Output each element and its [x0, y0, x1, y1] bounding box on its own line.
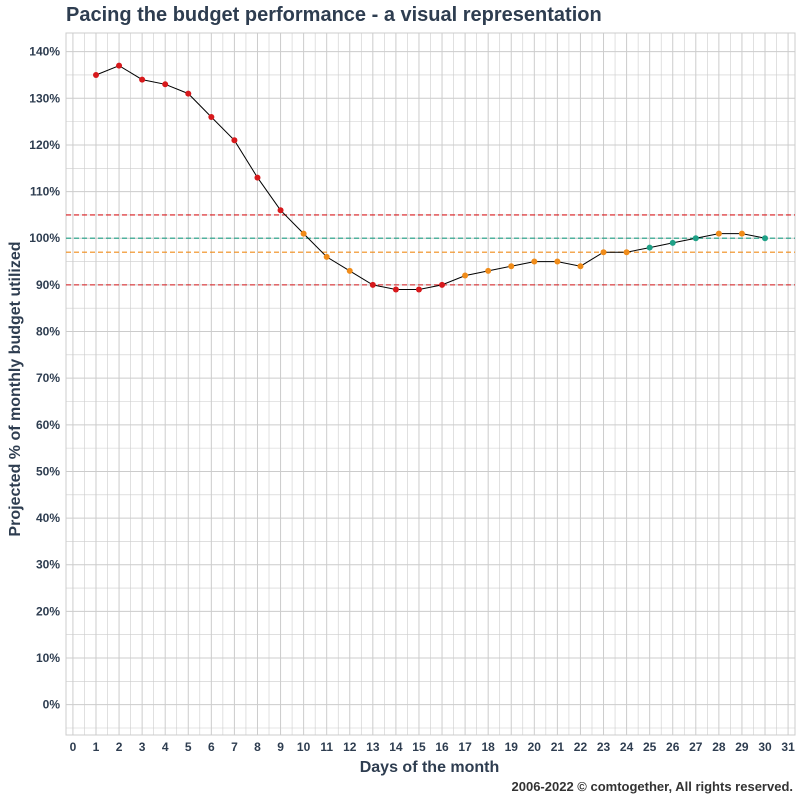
x-tick-label: 23	[597, 740, 611, 754]
x-tick-label: 29	[735, 740, 749, 754]
x-tick-label: 13	[366, 740, 380, 754]
y-tick-label: 30%	[36, 558, 60, 572]
data-point	[369, 281, 376, 288]
data-point	[715, 230, 722, 237]
grid-lines	[65, 32, 796, 736]
x-tick-label: 11	[320, 740, 333, 754]
x-tick-label: 22	[574, 740, 588, 754]
y-axis-ticks: 0% 10% 20% 30% 40% 50% 60% 70% 80% 90% 100% 110% 120…	[29, 45, 60, 712]
data-point	[392, 286, 399, 293]
data-point	[254, 174, 261, 181]
data-point	[208, 113, 215, 120]
x-tick-label: 7	[231, 740, 238, 754]
data-point	[185, 90, 192, 97]
data-point	[346, 267, 353, 274]
y-tick-label: 60%	[36, 418, 60, 432]
data-point	[554, 258, 561, 265]
data-point	[92, 71, 99, 78]
y-axis-title: Projected % of monthly budget utilized	[7, 241, 24, 536]
data-point	[646, 244, 653, 251]
x-tick-label: 3	[139, 740, 146, 754]
data-point	[323, 253, 330, 260]
data-point	[116, 62, 123, 69]
x-tick-label: 12	[343, 740, 357, 754]
data-point	[162, 81, 169, 88]
x-tick-label: 14	[389, 740, 403, 754]
data-point	[439, 281, 446, 288]
y-tick-label: 100%	[29, 231, 60, 245]
x-tick-label: 10	[297, 740, 311, 754]
y-tick-label: 140%	[29, 45, 60, 59]
x-tick-label: 28	[712, 740, 726, 754]
y-tick-label: 70%	[36, 371, 60, 385]
data-point	[669, 239, 676, 246]
data-point	[508, 263, 515, 270]
y-tick-label: 90%	[36, 278, 60, 292]
data-points	[92, 62, 769, 293]
y-tick-label: 80%	[36, 325, 60, 339]
x-tick-label: 24	[620, 740, 634, 754]
data-point	[531, 258, 538, 265]
x-tick-label: 5	[185, 740, 192, 754]
x-axis-ticks: 0 1 2 3 4 5 6 7 8 9 10 11 12 13 14 15 16 17 18 19 20 21 22 23 24…	[70, 740, 795, 754]
x-tick-label: 20	[528, 740, 542, 754]
x-tick-label: 2	[116, 740, 123, 754]
y-tick-label: 20%	[36, 604, 60, 618]
x-tick-label: 17	[458, 740, 472, 754]
x-tick-label: 15	[412, 740, 426, 754]
y-tick-label: 40%	[36, 511, 60, 525]
x-tick-label: 0	[70, 740, 77, 754]
x-tick-label: 30	[758, 740, 772, 754]
data-point	[139, 76, 146, 83]
y-tick-label: 120%	[29, 138, 60, 152]
y-tick-label: 110%	[30, 185, 60, 199]
data-point	[415, 286, 422, 293]
x-tick-label: 31	[781, 740, 795, 754]
data-point	[231, 137, 238, 144]
series-line-group	[95, 65, 766, 290]
data-point	[738, 230, 745, 237]
x-axis-title: Days of the month	[360, 759, 500, 776]
copyright-notice: 2006-2022 © comtogether, All rights rese…	[511, 779, 794, 794]
reference-lines	[66, 214, 795, 286]
y-tick-label: 0%	[43, 698, 61, 712]
x-tick-label: 6	[208, 740, 215, 754]
data-point	[462, 272, 469, 279]
data-point	[277, 207, 284, 214]
x-tick-label: 4	[162, 740, 169, 754]
y-tick-label: 130%	[29, 91, 60, 105]
data-point	[692, 235, 699, 242]
x-tick-label: 16	[435, 740, 449, 754]
y-tick-label: 10%	[36, 651, 60, 665]
data-point	[623, 249, 630, 256]
data-point	[600, 249, 607, 256]
x-tick-label: 9	[277, 740, 284, 754]
x-tick-label: 19	[505, 740, 519, 754]
data-point	[485, 267, 492, 274]
x-tick-label: 1	[93, 740, 100, 754]
x-tick-label: 21	[551, 740, 565, 754]
data-point	[577, 263, 584, 270]
x-tick-label: 27	[689, 740, 703, 754]
x-tick-label: 8	[254, 740, 261, 754]
x-tick-label: 25	[643, 740, 657, 754]
chart-title: Pacing the budget performance - a visual…	[66, 4, 602, 26]
plot-border	[65, 32, 796, 736]
data-point	[762, 235, 769, 242]
series-line	[95, 65, 766, 290]
x-tick-label: 26	[666, 740, 680, 754]
y-tick-label: 50%	[36, 464, 60, 478]
x-tick-label: 18	[481, 740, 495, 754]
data-point	[300, 230, 307, 237]
